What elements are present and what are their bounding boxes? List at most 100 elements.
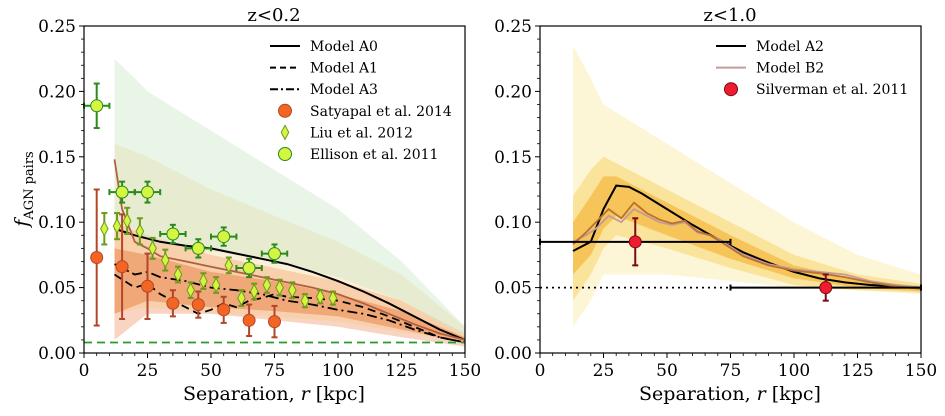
data-marker (262, 276, 272, 294)
data-marker (112, 218, 122, 235)
y-tick-label: 0.15 (494, 148, 532, 168)
panel-left-title: z<0.2 (247, 5, 300, 26)
data-marker (275, 279, 284, 296)
legend-label: Model B2 (756, 61, 824, 77)
y-tick-label: 0.05 (494, 279, 532, 299)
ellison-et-al-2011-point (184, 238, 212, 259)
liu-et-al-2012-point (249, 282, 259, 301)
data-marker (628, 235, 642, 249)
data-marker (819, 281, 833, 295)
x-tick-label: 150 (449, 361, 481, 381)
legend-label: Model A1 (310, 61, 378, 77)
data-marker (141, 279, 154, 293)
ellison-et-al-2011-point (133, 180, 162, 204)
legend-entry: Model B2 (716, 61, 824, 77)
model-band-3 (114, 143, 465, 343)
satyapal-et-al-2014-point (242, 303, 256, 337)
data-marker (217, 303, 231, 317)
panel-right: z<1.0 0 25 50 75 100 125 150 0.00 0.05 0.10 0.15 0.… (494, 5, 937, 405)
x-tick-label: 25 (137, 361, 159, 381)
legend-label: Satyapal et al. 2014 (310, 104, 452, 120)
legend-label: Ellison et al. 2011 (310, 147, 438, 163)
model-a0-line (114, 227, 465, 341)
data-marker (300, 292, 310, 309)
x-tick-label: 50 (200, 361, 222, 381)
legend-entry: Model A0 (270, 39, 378, 55)
ellison-et-al-2011-point (159, 223, 187, 245)
liu-et-al-2012-point (275, 278, 284, 297)
data-marker (315, 288, 325, 305)
data-marker (249, 283, 259, 300)
legend-entry: Silverman et al. 2011 (724, 82, 908, 98)
aux-line-4 (113, 159, 465, 341)
panel-right-legend: Model A2 Model B2 Silverman et al. 2011 (716, 39, 908, 98)
data-marker (268, 247, 281, 261)
liu-et-al-2012-point (300, 292, 310, 309)
satyapal-et-al-2014-point (191, 290, 205, 319)
legend-label: Model A2 (756, 39, 824, 55)
data-marker (166, 227, 180, 241)
data-marker (115, 260, 129, 274)
x-tick-label: 125 (385, 361, 417, 381)
legend-label: Model A3 (310, 82, 378, 98)
panel-left-y-axis-label: fAGN pairs (11, 151, 37, 228)
aux-line-3 (572, 201, 921, 290)
liu-et-al-2012-point (122, 206, 132, 235)
liu-et-al-2012-point (328, 290, 338, 307)
y-tick-label: 0.00 (494, 344, 532, 364)
data-marker (90, 251, 104, 265)
satyapal-et-al-2014-point (217, 295, 231, 324)
model-band-2 (573, 156, 921, 301)
panel-right-x-axis-label: Separation, r [kpc] (639, 383, 821, 405)
model-b2-line (572, 207, 921, 289)
data-marker (135, 223, 145, 240)
satyapal-et-al-2014-point (166, 289, 180, 318)
x-tick-label: 125 (841, 361, 873, 381)
data-marker (268, 315, 281, 329)
satyapal-et-al-2014-point (115, 213, 129, 320)
panel-right-observations (539, 217, 922, 302)
liu-et-al-2012-point (262, 276, 272, 294)
legend-label: Silverman et al. 2011 (756, 82, 908, 98)
liu-et-al-2012-point (186, 281, 195, 300)
ellison-et-al-2011-point (235, 257, 263, 279)
liu-et-al-2012-point (148, 236, 157, 260)
data-marker (186, 282, 195, 299)
data-marker (148, 240, 157, 257)
silverman-et-al-2011-point (539, 217, 732, 267)
legend-entry: Model A3 (270, 82, 378, 98)
legend-entry: Satyapal et al. 2014 (278, 103, 452, 120)
data-marker (199, 273, 208, 290)
panel-right-model-lines (540, 184, 921, 290)
legend-entry: Liu et al. 2012 (280, 124, 413, 141)
panel-left-model-lines (84, 159, 465, 344)
legend-marker-swatch (278, 147, 292, 161)
liu-et-al-2012-point (315, 288, 325, 305)
data-marker (287, 282, 297, 299)
data-marker (224, 257, 234, 274)
panel-right-title: z<1.0 (703, 5, 756, 26)
liu-et-al-2012-point (100, 212, 109, 246)
y-tick-label: 0.05 (38, 279, 76, 299)
legend-entry: Ellison et al. 2011 (278, 147, 438, 163)
data-marker (141, 185, 154, 199)
ellison-et-al-2011-point (260, 243, 289, 264)
data-marker (242, 313, 256, 327)
liu-et-al-2012-point (112, 212, 122, 241)
x-tick-label: 0 (79, 361, 90, 381)
data-marker (191, 241, 205, 255)
data-marker (115, 185, 129, 199)
data-marker (242, 261, 256, 275)
liu-et-al-2012-point (160, 248, 170, 272)
x-tick-label: 0 (535, 361, 546, 381)
panel-left-ticks: 0 25 50 75 100 125 150 0.00 0.05 0.10 0.15 0.20 0.25 (38, 17, 481, 381)
legend-marker-swatch (280, 124, 290, 141)
legend-label: Model A0 (310, 39, 378, 55)
satyapal-et-al-2014-point (90, 188, 104, 327)
y-tick-label: 0.00 (38, 344, 76, 364)
y-tick-label: 0.10 (494, 213, 532, 233)
liu-et-al-2012-point (199, 272, 208, 290)
data-marker (173, 266, 183, 283)
y-tick-label: 0.20 (494, 82, 532, 102)
